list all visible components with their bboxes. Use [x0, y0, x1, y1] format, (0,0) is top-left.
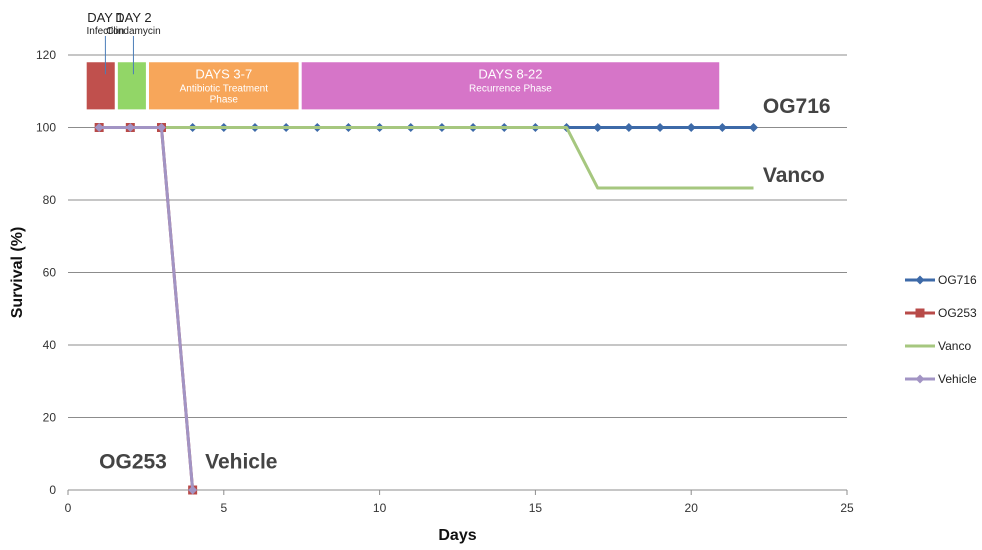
- phase-bar: [117, 62, 146, 110]
- data-point-og716: [593, 123, 603, 132]
- phase-title: DAYS 8-22: [478, 66, 542, 81]
- annotation-label: Vehicle: [205, 450, 277, 473]
- y-axis-title: Survival (%): [9, 227, 26, 319]
- data-point-og716: [655, 123, 665, 132]
- phase-bar: [149, 62, 299, 110]
- data-series: [94, 123, 759, 495]
- legend-marker: [915, 374, 925, 384]
- annotations: OG716 Vanco OG253 Vehicle: [99, 95, 830, 473]
- legend-entry: Vanco: [938, 339, 971, 353]
- x-tick-label: 10: [373, 501, 387, 515]
- y-tick-label: 100: [36, 121, 56, 135]
- day-title: DAY 2: [115, 10, 151, 25]
- legend: OG716 OG253 Vanco Vehicle: [905, 273, 977, 386]
- legend-marker: [915, 308, 925, 318]
- y-tick-label: 120: [36, 48, 56, 62]
- data-point-og716: [686, 123, 696, 132]
- annotation-label: OG716: [763, 95, 831, 118]
- data-point-vehicle-overlay: [189, 486, 197, 494]
- phase-bar: [301, 62, 720, 110]
- legend-marker: [915, 275, 925, 285]
- legend-entry: OG253: [938, 306, 977, 320]
- series-line-vanco: [99, 126, 754, 190]
- y-tick-label: 60: [43, 266, 57, 280]
- y-tick-label: 80: [43, 193, 57, 207]
- x-tick-label: 25: [840, 501, 854, 515]
- y-tick-label: 40: [43, 338, 57, 352]
- data-point-og716: [717, 123, 727, 132]
- phase-title: DAYS 3-7: [195, 66, 252, 81]
- series-line-og253: [99, 126, 195, 491]
- x-axis-title: Days: [438, 527, 476, 544]
- data-point-og716: [749, 123, 759, 132]
- x-tick-label: 0: [65, 501, 72, 515]
- day-title: DAY 1: [87, 10, 123, 25]
- series-line-vehicle: [99, 126, 195, 491]
- data-point-og716: [624, 123, 634, 132]
- data-point-vehicle-overlay: [126, 124, 134, 131]
- axes: 0 20 40 60 80 100 120 0 5 10 15 20 25: [36, 48, 854, 515]
- y-tick-label: 0: [49, 483, 56, 497]
- legend-entry: OG716: [938, 273, 977, 287]
- day-subtitle: Clindamycin: [106, 26, 160, 37]
- annotation-label: OG253: [99, 450, 167, 473]
- x-tick-label: 5: [220, 501, 227, 515]
- y-tick-label: 20: [43, 411, 57, 425]
- phase-bar: [86, 62, 115, 110]
- annotation-label: Vanco: [763, 164, 825, 187]
- data-point-vehicle-overlay: [95, 124, 103, 131]
- data-point-vehicle-overlay: [157, 124, 165, 131]
- phase-bars: DAYS 3-7 Antibiotic Treatment Phase DAYS 8-…: [86, 10, 720, 110]
- x-tick-label: 20: [685, 501, 699, 515]
- legend-entry: Vehicle: [938, 372, 977, 386]
- phase-subtitle: Recurrence Phase: [469, 83, 552, 94]
- phase-subtitle: Antibiotic Treatment Phase: [180, 83, 269, 105]
- x-tick-label: 15: [529, 501, 543, 515]
- day-subtitle: Infection: [86, 26, 124, 37]
